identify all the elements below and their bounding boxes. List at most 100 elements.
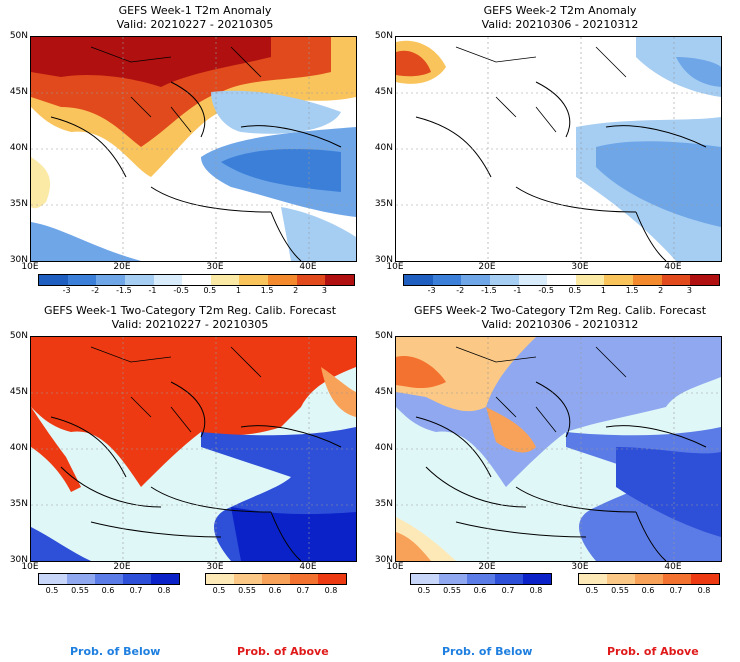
colorbar-swatch: [325, 275, 355, 285]
prob-above-label: Prob. of Above: [607, 645, 699, 658]
lat-tick: 45N: [9, 87, 28, 97]
map-week2-probability: [395, 336, 722, 562]
colorbar-tick-label: -3: [427, 286, 436, 295]
colorbar-swatch: [635, 574, 663, 584]
panel-title: GEFS Week-1 T2m Anomaly: [118, 4, 272, 17]
colorbar-tick-label: 0.5: [585, 586, 599, 595]
colorbar-tick-label: 0.8: [529, 586, 543, 595]
lon-tick: 30E: [206, 262, 224, 272]
lat-tick: 30N: [374, 255, 393, 265]
colorbar-tick-label: 0.5: [203, 286, 217, 295]
colorbar-tick-label: 2: [293, 286, 299, 295]
colorbar-tick-label: 3: [321, 286, 327, 295]
colorbar-swatch: [210, 275, 240, 285]
colorbar-swatch: [268, 275, 297, 285]
colorbar-swatch: [495, 574, 523, 584]
lat-tick: 35N: [374, 499, 393, 509]
lat-tick: 40N: [9, 143, 28, 153]
colorbar-swatch: [206, 574, 234, 584]
colorbar-swatch: [661, 275, 691, 285]
lon-tick: 20E: [113, 562, 131, 572]
colorbar-tick-label: -1: [148, 286, 157, 295]
colorbar-tick-label: 0.6: [268, 586, 282, 595]
panel-valid: Valid: 20210306 - 20210312: [481, 318, 639, 331]
colorbar-swatch: [124, 275, 154, 285]
lon-tick: 10E: [386, 262, 404, 272]
lon-tick: 30E: [206, 562, 224, 572]
colorbar-swatch: [182, 275, 211, 285]
prob-below-colorbar: [410, 573, 552, 585]
colorbar-tick-label: 1.5: [260, 286, 274, 295]
colorbar-swatch: [691, 574, 719, 584]
lon-tick: 30E: [571, 262, 589, 272]
anomaly-colorbar: [38, 274, 355, 286]
lat-tick: 35N: [9, 499, 28, 509]
colorbar-tick-label: 0.8: [324, 586, 338, 595]
colorbar-tick-label: 0.5: [45, 586, 59, 595]
colorbar-tick-label: 0.7: [129, 586, 143, 595]
colorbar-tick-label: 1.5: [625, 286, 639, 295]
lon-tick: 40E: [299, 262, 317, 272]
lon-tick: 20E: [478, 562, 496, 572]
colorbar-tick-label: 0.55: [71, 586, 89, 595]
colorbar-tick-label: -0.5: [538, 286, 554, 295]
lat-tick: 50N: [374, 31, 393, 41]
colorbar-tick-label: 0.55: [238, 586, 256, 595]
colorbar-swatch: [318, 574, 346, 584]
colorbar-tick-label: -1.5: [116, 286, 132, 295]
colorbar-tick-label: 0.7: [669, 586, 683, 595]
colorbar-swatch: [604, 275, 634, 285]
colorbar-swatch: [461, 275, 490, 285]
anomaly-colorbar: [403, 274, 720, 286]
lat-tick: 35N: [9, 199, 28, 209]
lat-tick: 40N: [374, 143, 393, 153]
colorbar-swatch: [39, 574, 67, 584]
colorbar-tick-label: 0.5: [212, 586, 226, 595]
panel-title: GEFS Week-2 T2m Anomaly: [483, 4, 637, 17]
map-week2-anomaly: [395, 36, 722, 262]
colorbar-swatch: [663, 574, 691, 584]
lat-tick: 40N: [374, 443, 393, 453]
colorbar-tick-label: 0.7: [296, 586, 310, 595]
panel-valid: Valid: 20210227 - 20210305: [116, 18, 274, 31]
colorbar-tick-label: 1: [235, 286, 241, 295]
colorbar-tick-label: 2: [658, 286, 664, 295]
colorbar-tick-label: 0.8: [157, 586, 171, 595]
lon-tick: 40E: [299, 562, 317, 572]
lat-tick: 30N: [9, 555, 28, 565]
panel-valid: Valid: 20210227 - 20210305: [111, 318, 269, 331]
colorbar-swatch: [439, 574, 467, 584]
prob-below-colorbar: [38, 573, 180, 585]
colorbar-tick-label: -0.5: [173, 286, 189, 295]
prob-above-label: Prob. of Above: [237, 645, 329, 658]
lon-tick: 10E: [21, 562, 39, 572]
colorbar-tick-label: -1: [513, 286, 522, 295]
colorbar-tick-label: 0.5: [417, 586, 431, 595]
panel-title: GEFS Week-1 Two-Category T2m Reg. Calib.…: [43, 304, 337, 317]
colorbar-swatch: [467, 574, 495, 584]
map-week1-probability: [30, 336, 357, 562]
prob-below-label: Prob. of Below: [442, 645, 533, 658]
colorbar-tick-label: 0.6: [473, 586, 487, 595]
lon-tick: 20E: [478, 262, 496, 272]
lon-tick: 10E: [21, 262, 39, 272]
panel-title: GEFS Week-2 Two-Category T2m Reg. Calib.…: [413, 304, 707, 317]
colorbar-swatch: [153, 275, 183, 285]
colorbar-swatch: [607, 574, 635, 584]
lat-tick: 45N: [374, 87, 393, 97]
prob-below-label: Prob. of Below: [70, 645, 161, 658]
colorbar-tick-label: 0.55: [443, 586, 461, 595]
lat-tick: 50N: [374, 331, 393, 341]
colorbar-swatch: [123, 574, 151, 584]
colorbar-swatch: [575, 275, 605, 285]
lat-tick: 50N: [9, 31, 28, 41]
lon-tick: 40E: [664, 262, 682, 272]
colorbar-tick-label: 0.6: [641, 586, 655, 595]
colorbar-swatch: [518, 275, 548, 285]
colorbar-tick-label: -1.5: [481, 286, 497, 295]
map-week1-anomaly: [30, 36, 357, 262]
lat-tick: 35N: [374, 199, 393, 209]
colorbar-tick-label: 0.7: [501, 586, 515, 595]
colorbar-tick-label: 0.55: [611, 586, 629, 595]
colorbar-swatch: [404, 275, 433, 285]
